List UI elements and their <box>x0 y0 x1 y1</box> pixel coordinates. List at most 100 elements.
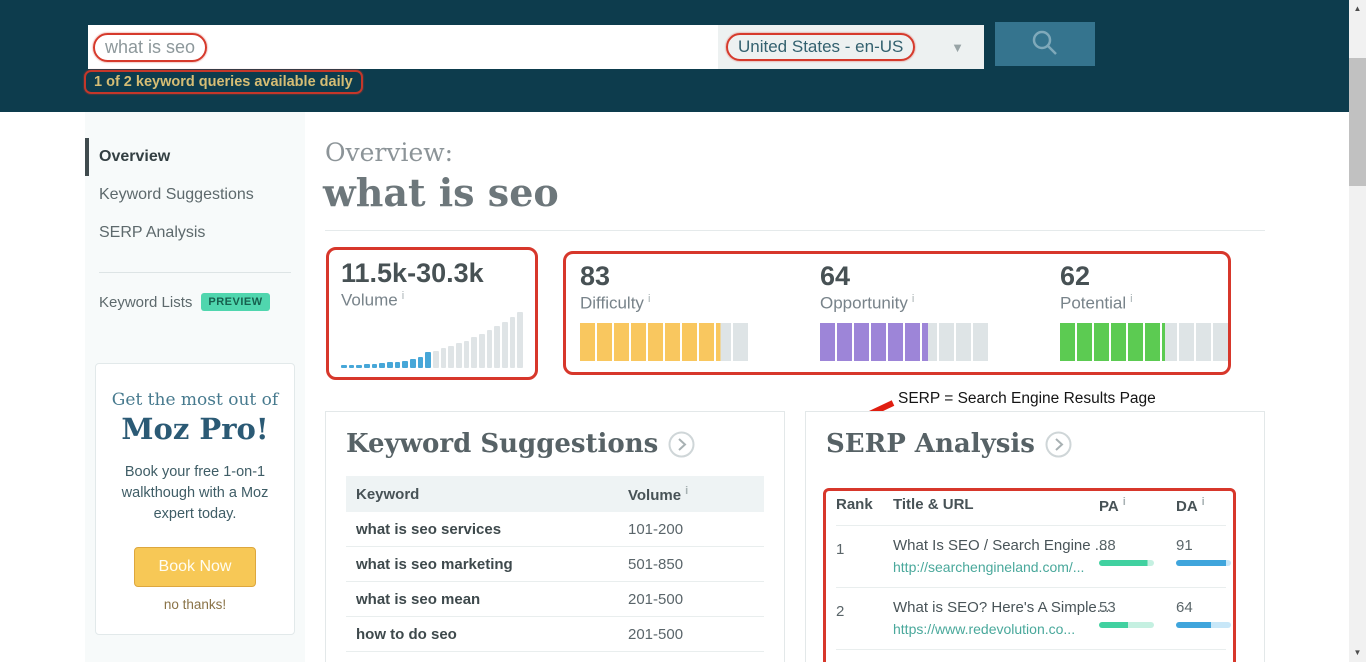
gauge-segment <box>580 322 595 361</box>
gauge-segment <box>1145 322 1160 361</box>
gauge-segment <box>1213 322 1228 361</box>
info-icon[interactable]: i <box>401 290 405 302</box>
volume-cell: 201-500 <box>628 625 684 643</box>
volume-cell: 101-200 <box>628 520 684 538</box>
result-title[interactable]: What Is SEO / Search Engine ... <box>893 537 1108 554</box>
result-url-link[interactable]: https://www.redevolution.co... <box>893 621 1076 637</box>
sidebar-nav: Overview Keyword Suggestions SERP Analysis <box>85 112 305 252</box>
keyword-suggestions-rows: what is seo services 101-200 what is seo m… <box>346 512 764 652</box>
gauge-meter <box>820 322 988 361</box>
pa-score-bar <box>1099 622 1154 628</box>
keyword-suggestions-panel: Keyword Suggestions Keyword Volume i what… <box>325 411 785 662</box>
result-url-link[interactable]: http://searchengineland.com/... <box>893 559 1085 575</box>
volume-bar <box>341 365 347 368</box>
opportunity-gauge: 64 Opportunity i <box>820 261 1000 361</box>
difficulty-gauge: 83 Difficulty i <box>580 261 760 361</box>
gauge-segment <box>973 322 988 361</box>
sidebar-item-serp-analysis[interactable]: SERP Analysis <box>99 224 206 241</box>
result-title[interactable]: What is SEO? Here's A Simple... <box>893 599 1110 616</box>
no-thanks-link[interactable]: no thanks! <box>163 597 227 613</box>
search-value: what is seo <box>105 36 196 57</box>
page-title: what is seo <box>323 170 559 215</box>
view-more-icon[interactable] <box>1045 431 1072 458</box>
volume-bar <box>387 362 393 368</box>
scroll-down-arrow-icon[interactable]: ▼ <box>1353 648 1362 657</box>
volume-bar <box>502 322 508 368</box>
table-row: what is seo mean 201-500 <box>346 582 764 617</box>
country-select[interactable]: United States - en-US ▼ <box>718 25 984 69</box>
gauge-meter <box>580 322 748 361</box>
table-row: how to do seo 201-500 <box>346 617 764 652</box>
view-more-icon[interactable] <box>668 431 695 458</box>
quota-note: 1 of 2 keyword queries available daily <box>84 70 363 94</box>
da-cell: 64 <box>1176 599 1231 637</box>
pa-value: 88 <box>1099 537 1116 554</box>
volume-label: Volume i <box>341 290 405 310</box>
volume-bar <box>410 359 416 368</box>
volume-bar <box>425 352 432 368</box>
gauge-segment <box>733 322 748 361</box>
keyword-column-header[interactable]: Keyword <box>356 485 420 503</box>
scroll-up-arrow-icon[interactable]: ▲ <box>1353 4 1362 13</box>
info-icon[interactable]: i <box>685 484 689 497</box>
gauge-segment <box>854 322 869 361</box>
keyword-cell[interactable]: what is seo mean <box>356 590 481 608</box>
volume-bar <box>394 362 401 368</box>
volume-bar <box>494 326 501 368</box>
gauge-segment <box>597 322 612 361</box>
pa-cell: 53 <box>1099 599 1176 637</box>
top-bar: what is seo United States - en-US ▼ 1 of… <box>0 0 1366 112</box>
gauge-meter <box>1060 322 1228 361</box>
keyword-cell[interactable]: what is seo marketing <box>356 555 513 573</box>
chevron-down-icon: ▼ <box>951 40 964 55</box>
info-icon[interactable]: i <box>647 293 651 305</box>
volume-bar <box>371 364 378 368</box>
gauge-segment <box>682 322 697 361</box>
scrollbar[interactable]: ▲ ▼ <box>1349 0 1366 662</box>
pa-column-header[interactable]: PA i <box>1099 496 1126 515</box>
gauge-segment <box>614 322 629 361</box>
da-value: 91 <box>1176 537 1193 554</box>
gauge-segment <box>1128 322 1143 361</box>
serp-analysis-panel: SERP Analysis Rank Title & URL PA i DA i 1… <box>805 411 1265 662</box>
promo-title: Moz Pro! <box>121 412 269 446</box>
sidebar: Overview Keyword Suggestions SERP Analysis… <box>85 112 305 662</box>
volume-column-header[interactable]: Volume i <box>628 484 689 504</box>
rank-cell: 2 <box>836 603 845 620</box>
gauge-value: 62 <box>1060 261 1091 291</box>
serp-rows: 1 What Is SEO / Search Engine ... http://s… <box>836 525 1231 662</box>
pa-score-bar <box>1099 560 1154 566</box>
search-input[interactable]: what is seo <box>88 25 718 69</box>
gauge-segment <box>956 322 971 361</box>
gauge-segment <box>820 322 835 361</box>
book-now-button[interactable]: Book Now <box>134 547 256 588</box>
rank-column-header[interactable]: Rank <box>836 496 873 513</box>
gauge-label: Potential i <box>1060 293 1133 313</box>
scrollbar-thumb[interactable] <box>1349 58 1366 186</box>
volume-cell: 501-850 <box>628 555 684 573</box>
da-column-header[interactable]: DA i <box>1176 496 1205 515</box>
potential-gauge: 62 Potential i <box>1060 261 1240 361</box>
info-icon[interactable]: i <box>911 293 915 305</box>
table-row: 1 What Is SEO / Search Engine ... http://s… <box>836 525 1231 587</box>
pa-value: 53 <box>1099 599 1116 616</box>
volume-metric-card: 11.5k-30.3k Volume i <box>326 247 538 380</box>
da-cell: 91 <box>1176 537 1231 575</box>
sidebar-item-keyword-suggestions[interactable]: Keyword Suggestions <box>99 186 254 203</box>
keyword-cell[interactable]: what is seo services <box>356 520 502 538</box>
info-icon[interactable]: i <box>1130 293 1133 305</box>
sidebar-item-overview[interactable]: Overview <box>85 138 305 176</box>
search-button[interactable] <box>995 22 1095 66</box>
info-icon[interactable]: i <box>1201 496 1205 508</box>
title-url-column-header[interactable]: Title & URL <box>893 496 974 513</box>
gauge-segment <box>1196 322 1211 361</box>
info-icon[interactable]: i <box>1122 496 1126 508</box>
keyword-cell[interactable]: how to do seo <box>356 625 457 643</box>
gauge-segment <box>631 322 646 361</box>
volume-bar <box>364 364 370 368</box>
gauge-value: 64 <box>820 261 851 291</box>
divider <box>325 230 1265 231</box>
moz-pro-promo-card: Get the most out of Moz Pro! Book your f… <box>95 363 295 635</box>
sidebar-item-keyword-lists[interactable]: Keyword Lists <box>99 293 193 311</box>
